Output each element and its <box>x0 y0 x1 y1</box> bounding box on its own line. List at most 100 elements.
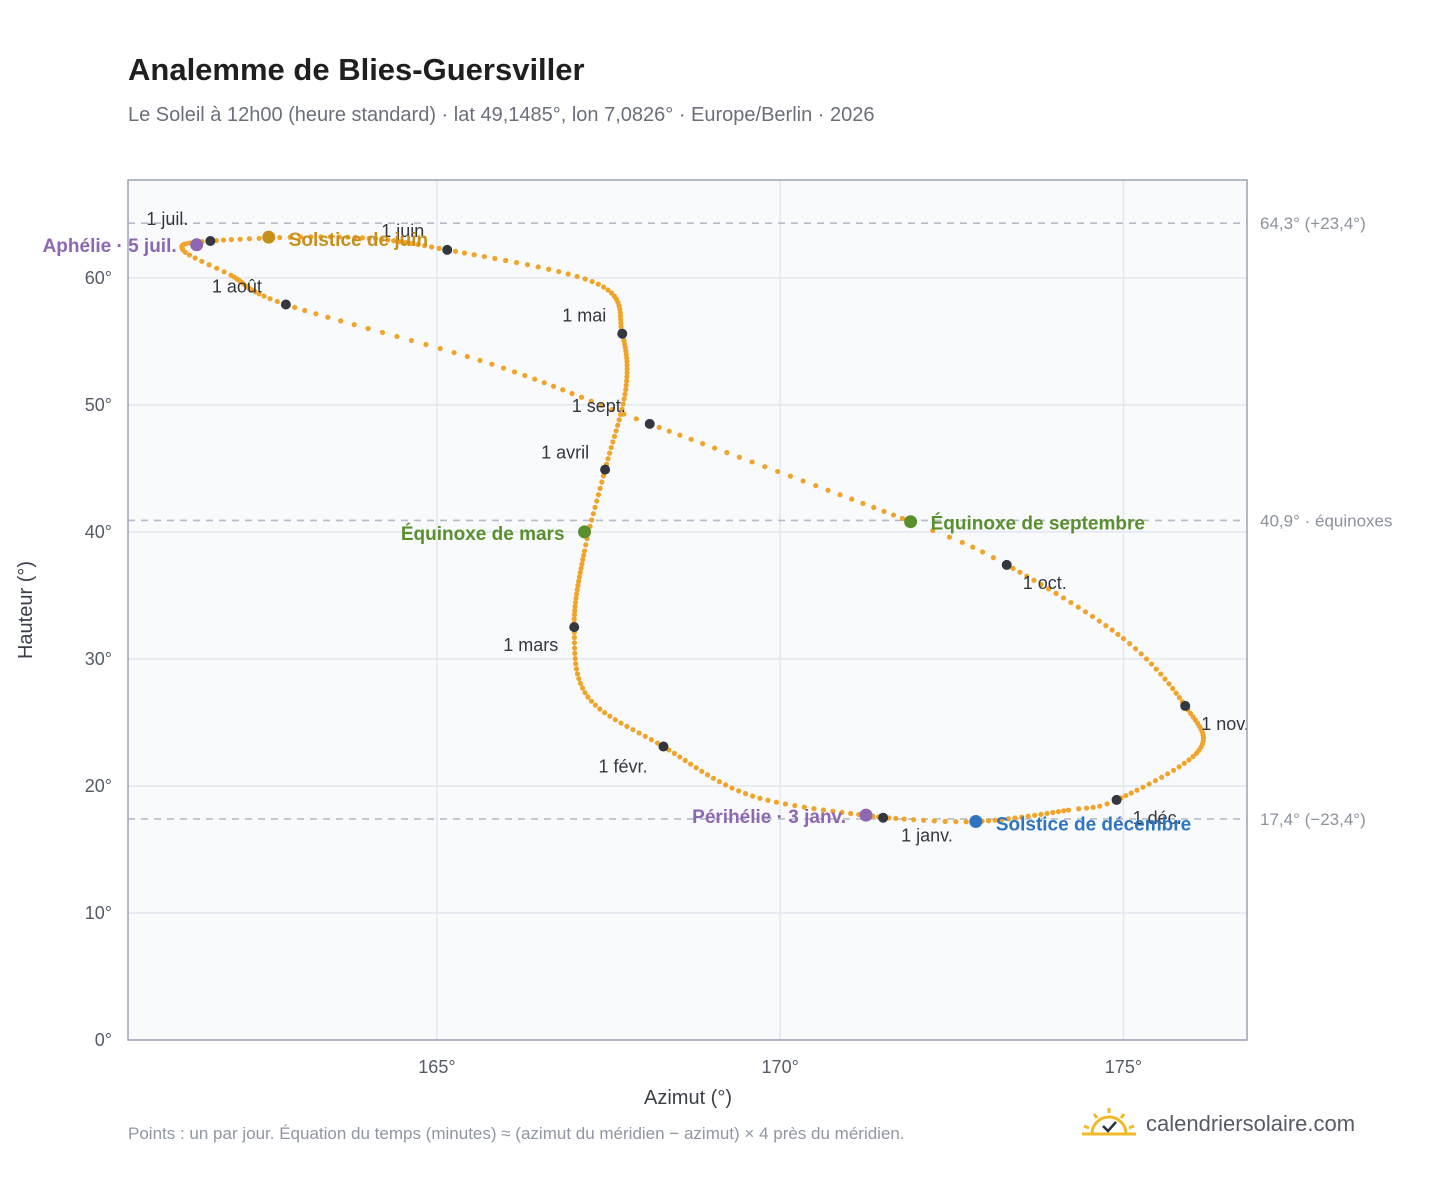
event-marker-label: Aphélie · 5 juil. <box>43 236 177 257</box>
daily-sun-position <box>800 478 806 484</box>
daily-sun-position <box>1140 784 1146 790</box>
daily-sun-position <box>575 582 581 589</box>
daily-sun-position <box>773 799 780 805</box>
daily-sun-position <box>1083 805 1090 811</box>
daily-sun-position <box>595 492 602 498</box>
daily-sun-position <box>592 504 598 510</box>
daily-sun-position <box>633 416 639 422</box>
daily-sun-position <box>577 680 584 687</box>
daily-sun-position <box>492 255 498 262</box>
daily-sun-position <box>1046 586 1052 592</box>
daily-sun-position <box>513 259 520 266</box>
daily-sun-position <box>837 492 843 498</box>
daily-sun-position <box>585 694 591 700</box>
daily-sun-position <box>345 234 351 240</box>
daily-sun-position <box>860 500 866 506</box>
daily-sun-position <box>409 240 415 247</box>
month-marker-dot <box>205 235 216 246</box>
daily-sun-position <box>461 250 468 256</box>
daily-sun-position <box>1010 565 1016 572</box>
daily-sun-position <box>1153 666 1159 672</box>
daily-sun-position <box>612 717 618 723</box>
month-marker-label: 1 août <box>212 276 262 296</box>
daily-sun-position <box>1193 750 1199 756</box>
daily-sun-position <box>199 258 205 264</box>
daily-sun-position <box>252 289 258 295</box>
y-tick-label: 20° <box>85 776 112 796</box>
daily-sun-position <box>1075 604 1081 610</box>
daily-sun-position <box>569 390 575 397</box>
month-marker-dot <box>280 299 291 310</box>
daily-sun-position <box>451 349 457 356</box>
daily-sun-position <box>985 818 992 824</box>
daily-sun-position <box>624 366 630 372</box>
daily-sun-position <box>327 234 334 240</box>
daily-sun-position <box>736 788 742 794</box>
daily-sun-position <box>302 307 308 314</box>
daily-sun-position <box>992 817 998 823</box>
y-tick-label: 60° <box>85 268 112 288</box>
daily-sun-position <box>573 661 579 667</box>
daily-sun-position <box>372 236 379 242</box>
daily-sun-position <box>588 698 595 704</box>
daily-sun-position <box>871 504 877 511</box>
daily-sun-position <box>408 337 415 344</box>
daily-sun-position <box>901 816 907 822</box>
daily-sun-position <box>573 591 580 597</box>
daily-sun-position <box>1152 778 1159 784</box>
daily-sun-position <box>1143 656 1150 662</box>
daily-sun-position <box>541 380 547 386</box>
daily-sun-position <box>308 234 314 240</box>
month-marker-label: 1 nov. <box>1201 714 1249 734</box>
chart-subtitle: Le Soleil à 12h00 (heure standard) · lat… <box>128 104 875 126</box>
reference-line-label: 40,9° · équinoxes <box>1260 511 1393 530</box>
daily-sun-position <box>624 723 630 729</box>
daily-sun-position <box>1082 609 1089 615</box>
daily-sun-position <box>597 706 603 712</box>
daily-sun-position <box>1166 681 1172 687</box>
daily-sun-position <box>910 817 917 823</box>
daily-sun-position <box>581 552 587 558</box>
daily-sun-position <box>298 234 304 240</box>
daily-sun-position <box>396 238 403 245</box>
daily-sun-position <box>811 806 817 812</box>
daily-sun-position <box>820 807 827 813</box>
daily-sun-position <box>600 284 607 290</box>
month-marker-dot <box>658 741 669 752</box>
daily-sun-position <box>742 791 749 797</box>
daily-sun-position <box>571 616 577 622</box>
daily-sun-position <box>716 779 723 785</box>
daily-sun-position <box>556 268 562 275</box>
daily-sun-position <box>609 406 615 413</box>
daily-sun-position <box>415 241 421 248</box>
daily-sun-position <box>511 369 518 375</box>
daily-sun-position <box>630 727 636 733</box>
daily-sun-position <box>578 394 585 400</box>
event-marker-dot <box>578 525 592 539</box>
brand[interactable]: calendriersolaire.com <box>1082 1104 1355 1144</box>
daily-sun-position <box>1050 809 1056 816</box>
daily-sun-position <box>261 293 267 299</box>
daily-sun-position <box>642 733 648 739</box>
daily-sun-position <box>616 417 622 423</box>
daily-sun-position <box>1148 661 1155 667</box>
daily-sun-position <box>379 236 385 242</box>
daily-sun-position <box>221 269 227 275</box>
daily-sun-position <box>1089 613 1096 620</box>
daily-sun-position <box>206 262 212 268</box>
daily-sun-position <box>429 244 435 250</box>
daily-sun-position <box>1159 774 1165 780</box>
daily-sun-position <box>1038 581 1044 588</box>
sun-icon <box>1082 1106 1136 1143</box>
daily-sun-position <box>942 818 948 824</box>
daily-sun-position <box>700 441 706 447</box>
daily-sun-position <box>699 768 705 774</box>
month-marker-dot <box>1111 794 1122 805</box>
daily-sun-position <box>1138 651 1144 657</box>
daily-sun-position <box>693 765 699 771</box>
daily-sun-position <box>1096 618 1102 624</box>
daily-sun-position <box>723 782 729 788</box>
daily-sun-position <box>1127 641 1133 647</box>
month-marker-dot <box>600 464 611 475</box>
daily-sun-position <box>436 245 442 251</box>
